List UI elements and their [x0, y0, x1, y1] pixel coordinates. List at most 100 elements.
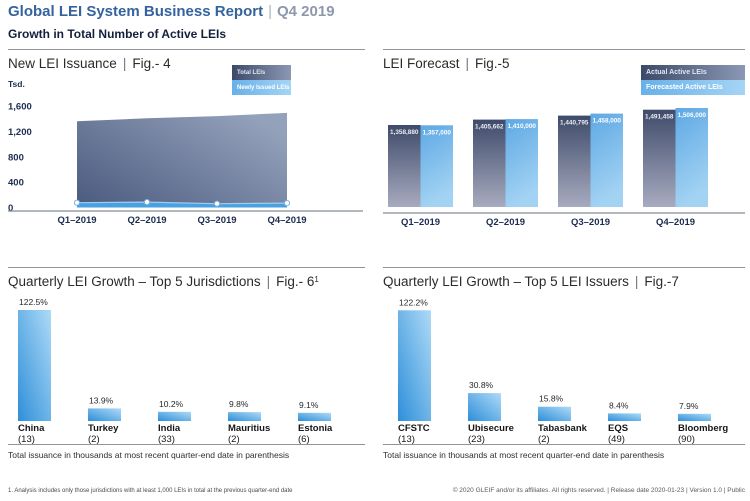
newly-issued-line [76, 201, 288, 205]
fig4-y-tick: 0 [8, 203, 13, 214]
footer-legal: © 2020 GLEIF and/or its affiliates. All … [452, 487, 745, 494]
fig4-x-tick: Q4–2019 [267, 215, 306, 226]
newly-issued-marker-q2 [143, 199, 151, 206]
fig4-unit-label: Tsd. [8, 79, 25, 89]
count-label: (90) [678, 434, 695, 445]
fig7-title: Quarterly LEI Growth – Top 5 LEI Issuers… [383, 274, 679, 289]
fig7-bar-ubisecure [468, 393, 501, 421]
category-label: Estonia [298, 423, 333, 434]
forecast-value-label: 1,458,000 [593, 118, 622, 125]
fig5-x-tick: Q4–2019 [656, 217, 695, 228]
percent-label: 9.8% [229, 399, 249, 409]
newly-issued-marker-q4 [283, 200, 291, 207]
percent-label: 30.8% [469, 380, 494, 390]
percent-label: 9.1% [299, 400, 319, 410]
fig6-footnote-marker: 1 [314, 275, 319, 284]
fig5-legend-forecast: Forecasted Active LEIs [641, 80, 745, 95]
divider-top-left [8, 49, 365, 50]
percent-label: 8.4% [609, 400, 629, 410]
percent-label: 13.9% [89, 395, 114, 405]
fig6-bar-india [158, 411, 191, 421]
count-label: (13) [398, 434, 415, 445]
fig5-legend-actual: Actual Active LEIs [641, 65, 745, 80]
fig4-y-tick: 1,200 [8, 127, 32, 138]
fig6-title: Quarterly LEI Growth – Top 5 Jurisdictio… [8, 274, 319, 289]
fig4-x-tick: Q2–2019 [127, 215, 166, 226]
fig5-x-tick: Q2–2019 [486, 217, 525, 228]
forecast-value-label: 1,506,000 [678, 112, 707, 119]
newly-issued-marker-q1 [73, 199, 81, 206]
percent-label: 10.2% [159, 399, 184, 409]
actual-bar-q4 [643, 109, 676, 207]
category-label: CFSTC [398, 423, 430, 434]
category-label: India [158, 423, 181, 434]
fig4-title-text: New LEI Issuance [8, 56, 117, 71]
fig4-x-tick: Q1–2019 [57, 215, 96, 226]
actual-value-label: 1,491,458 [645, 114, 674, 121]
category-label: Bloomberg [678, 423, 728, 434]
divider-top-right [383, 49, 745, 50]
fig4-x-tick: Q3–2019 [197, 215, 236, 226]
fig7-title-separator: | [634, 274, 639, 289]
actual-value-label: 1,440,795 [560, 120, 589, 127]
count-label: (33) [158, 434, 175, 445]
actual-bar-q3 [558, 115, 591, 207]
fig7-bar-cfstc [398, 310, 431, 421]
actual-bar-q2 [473, 119, 506, 207]
title-separator: | [268, 3, 272, 20]
fig7-bar-eqs [608, 413, 641, 421]
category-label: Mauritius [228, 423, 270, 434]
fig7-bar-tabasbank [538, 406, 571, 421]
report-title: Global LEI System Business Report [8, 3, 264, 20]
fig4-title: New LEI Issuance | Fig.- 4 [8, 56, 171, 71]
actual-value-label: 1,358,880 [390, 129, 419, 136]
count-label: (13) [18, 434, 35, 445]
category-label: China [18, 423, 45, 434]
fig6-title-separator: | [266, 274, 271, 289]
count-label: (2) [538, 434, 550, 445]
forecast-bar-q3 [590, 113, 623, 207]
forecast-bar-q4 [675, 108, 708, 207]
fig7-bar-bloomberg [678, 413, 711, 421]
percent-label: 122.5% [19, 297, 48, 307]
fig4-y-tick: 1,600 [8, 102, 32, 113]
fig6-title-text: Quarterly LEI Growth – Top 5 Jurisdictio… [8, 274, 261, 289]
fig5-bar-chart: 1,358,880 1,357,000 Q1–2019 1,405,662 1,410,… [383, 108, 745, 228]
actual-bar-q1 [388, 125, 421, 207]
count-label: (23) [468, 434, 485, 445]
fig5-legend: Actual Active LEIs Forecasted Active LEI… [641, 65, 745, 95]
fig4-y-tick: 800 [8, 152, 24, 163]
fig4-area-chart: 0 400 800 1,200 1,600 Q1–2019 Q2–2019 Q3–2019 Q4… [8, 102, 363, 226]
fig6-caption: Total issuance in thousands at most rece… [8, 450, 290, 460]
footnote: 1. Analysis includes only those jurisdic… [8, 488, 293, 494]
forecast-bar-q2 [505, 119, 538, 207]
count-label: (49) [608, 434, 625, 445]
fig4-legend-newly-issued: Newly Issued LEIs [232, 80, 291, 95]
category-label: Ubisecure [468, 423, 514, 434]
fig7-fig-label: Fig.-7 [644, 274, 679, 289]
fig4-y-tick: 400 [8, 178, 24, 189]
fig5-x-tick: Q3–2019 [571, 217, 610, 228]
forecast-value-label: 1,357,000 [423, 129, 452, 136]
fig7-caption: Total issuance in thousands at most rece… [383, 450, 665, 460]
fig5-title-text: LEI Forecast [383, 56, 460, 71]
divider-bottom-right [383, 444, 745, 445]
fig5-title: LEI Forecast | Fig.-5 [383, 56, 510, 71]
forecast-bar-q1 [420, 125, 453, 207]
fig6-bar-turkey [88, 408, 121, 421]
fig4-fig-label: Fig.- 4 [132, 56, 171, 71]
percent-label: 122.2% [399, 297, 428, 307]
forecast-value-label: 1,410,000 [508, 123, 537, 130]
count-label: (2) [228, 434, 240, 445]
divider-bottom-left [8, 444, 365, 445]
category-label: Tabasbank [538, 423, 588, 434]
category-label: Turkey [88, 423, 119, 434]
fig7-bar-chart: 122.2% CFSTC(13) 30.8% Ubisecure(23) 15.8% Ta… [398, 297, 728, 445]
percent-label: 15.8% [539, 394, 564, 404]
fig6-fig-label: Fig.- 6 [276, 274, 315, 289]
report-period: Q4 2019 [276, 3, 335, 20]
fig4-title-separator: | [122, 56, 127, 71]
divider-mid-right [383, 267, 745, 268]
fig6-bar-estonia [298, 412, 331, 421]
total-leis-area [77, 112, 287, 208]
